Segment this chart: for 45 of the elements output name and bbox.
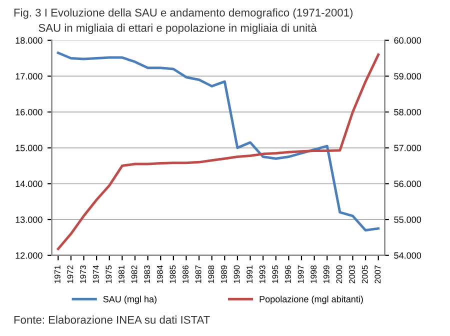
y2-tick-label: 55.000	[394, 216, 422, 223]
x-tick-label: 1974	[92, 265, 99, 283]
y-tick-label: 15.000	[16, 144, 42, 152]
x-tick-label: 1988	[208, 265, 214, 283]
y2-tick-label: 56.000	[394, 180, 422, 188]
x-tick-label: 1981	[118, 265, 124, 283]
chart-title: Fig. 3 I Evoluzione della SAU e andamento demografico (1971-2001)	[14, 8, 353, 19]
x-tick-label: 1986	[182, 265, 188, 283]
x-tick-label: 1995	[272, 265, 278, 283]
x-tick-label: 1991	[246, 265, 253, 283]
chart-subtitle: SAU in migliaia di ettari e popolazione in migliaia di unità	[38, 24, 317, 34]
x-tick-label: 1990	[234, 265, 240, 283]
x-tick-label: 1971	[54, 265, 60, 283]
x-tick-label: 1998	[310, 265, 317, 283]
y2-tick-label: 60.000	[394, 37, 422, 44]
x-tick-label: 1983	[144, 265, 150, 283]
x-tick-label: 1982	[131, 266, 138, 283]
source-note: Fonte: Elaborazione INEA su dati ISTAT	[14, 316, 210, 324]
x-tick-label: 1989	[220, 265, 227, 283]
y2-tick-label: 58.000	[394, 108, 422, 116]
legend-label: SAU (mgl ha)	[103, 296, 156, 304]
x-tick-label: 2007	[374, 266, 381, 284]
x-tick-label: 1975	[106, 265, 112, 283]
x-tick-label: 1985	[170, 265, 176, 283]
y-tick-label: 16.000	[16, 108, 42, 116]
x-tick-label: 1997	[298, 266, 304, 283]
y-tick-label: 14.000	[16, 180, 42, 188]
y2-tick-label: 54.000	[394, 252, 422, 259]
x-tick-label: 1999	[323, 265, 330, 283]
x-tick-label: 2003	[349, 265, 355, 284]
y-tick-label: 12.000	[16, 252, 42, 259]
y-tick-label: 18.000	[16, 37, 42, 44]
x-tick-label: 1987	[195, 266, 202, 283]
y-tick-label: 17.000	[16, 73, 42, 80]
x-tick-label: 2000	[336, 265, 342, 284]
legend-label: Popolazione (mgl abitanti)	[260, 296, 363, 304]
x-tick-label: 1984	[156, 265, 163, 283]
x-tick-label: 1996	[285, 265, 291, 283]
y-tick-label: 13.000	[16, 216, 42, 223]
x-tick-label: 1993	[259, 265, 266, 283]
x-tick-label: 2005	[362, 265, 368, 284]
y2-tick-label: 59.000	[394, 73, 422, 80]
x-tick-label: 1972	[67, 266, 74, 283]
y2-tick-label: 57.000	[394, 144, 422, 152]
x-tick-label: 1973	[80, 265, 86, 283]
